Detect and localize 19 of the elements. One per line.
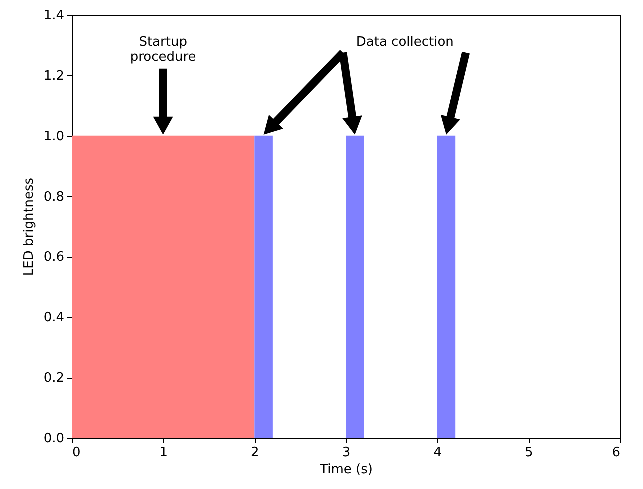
x-tick-label: 5 [525,446,534,460]
y-tick-label: 1.0 [44,129,64,144]
y-tick-label: 0.8 [44,190,64,205]
y-tick-label: 0.2 [44,371,64,386]
x-tick-label: 2 [251,446,260,460]
y-tick-label: 0.6 [44,250,64,266]
annotation: Data collection [356,34,454,50]
x-tick-label: 0 [72,446,81,460]
annotation: Startup procedure [130,34,196,65]
y-tick-label: 0.4 [44,310,64,326]
x-tick-label: 6 [612,446,620,460]
x-tick-label: 4 [434,446,442,460]
y-axis-title: LED brightness [22,178,37,276]
x-tick-label: 1 [160,446,168,460]
x-axis-title: Time (s) [319,462,373,478]
y-tick-label: 0.0 [44,432,64,446]
y-tick-label: 1.2 [44,68,64,84]
x-tick-label: 3 [342,446,351,460]
y-tick-label: 1.4 [44,8,64,24]
